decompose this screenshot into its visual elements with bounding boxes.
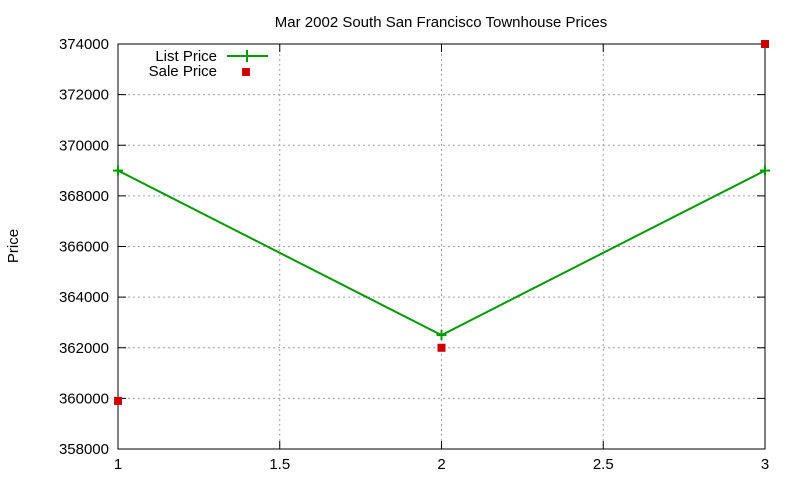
x-tick-label: 1 — [114, 456, 122, 473]
y-tick-label: 374000 — [59, 36, 109, 53]
chart-title: Mar 2002 South San Francisco Townhouse P… — [275, 14, 607, 31]
data-point-list-price — [436, 330, 447, 341]
y-axis-label: Price — [5, 229, 22, 263]
data-point-sale-price — [114, 396, 122, 405]
legend-marker-list-price — [241, 50, 253, 62]
y-tick-label: 364000 — [59, 289, 109, 306]
y-tick-label: 360000 — [59, 390, 109, 407]
data-point-list-price — [113, 165, 123, 176]
y-tick-label: 366000 — [59, 239, 109, 256]
y-tick-label: 368000 — [59, 188, 109, 205]
axis-ticks: 358000 360000 362000 364000 366000 368000 3700… — [59, 36, 769, 473]
data-point-sale-price — [761, 40, 769, 48]
x-tick-label: 2.5 — [593, 456, 614, 473]
y-tick-label: 358000 — [59, 441, 109, 458]
x-tick-label: 2 — [437, 456, 445, 473]
y-tick-label: 372000 — [59, 87, 109, 104]
legend-marker-sale-price — [242, 68, 250, 76]
x-tick-label: 1.5 — [269, 456, 290, 473]
plot-frame — [117, 43, 766, 450]
legend: List Price Sale Price — [149, 48, 268, 80]
y-tick-label: 362000 — [59, 340, 109, 357]
x-tick-label: 3 — [761, 456, 769, 473]
grid — [118, 44, 765, 449]
data-point-list-price — [760, 165, 770, 176]
legend-label-list-price: List Price — [155, 48, 217, 65]
legend-label-sale-price: Sale Price — [149, 63, 217, 80]
y-tick-label: 370000 — [59, 137, 109, 154]
series-layer — [113, 40, 770, 405]
data-point-sale-price — [437, 343, 446, 352]
